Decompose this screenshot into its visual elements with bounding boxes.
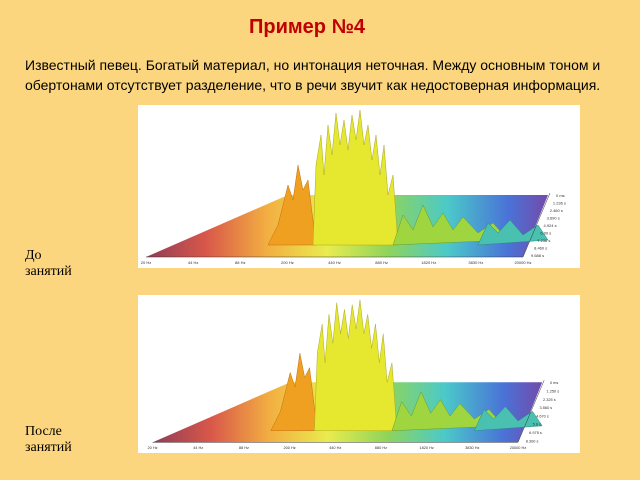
time-label: 1.236 s — [553, 201, 566, 206]
freq-label: 44 Hz — [188, 260, 198, 265]
freq-label: 200 Hz — [281, 260, 294, 265]
freq-label: 20 Hz — [147, 445, 157, 450]
time-label: 6.00 s — [540, 231, 551, 236]
time-label: 9.688 s — [531, 253, 544, 258]
time-label: 7.236 s — [537, 238, 550, 243]
time-label: 0 ms — [550, 380, 558, 385]
freq-label: 20000 Hz — [510, 445, 527, 450]
time-label: 6.975 s — [529, 430, 542, 435]
time-label: 1.250 s — [546, 388, 559, 393]
time-label: 4.924 s — [544, 223, 557, 228]
spectrogram: 20 Hz 44 Hz 88 Hz 200 Hz 440 Hz 880 Hz 1820 Hz… — [138, 295, 580, 453]
freq-label: 20 Hz — [141, 260, 151, 265]
time-label: 5.8 s — [533, 422, 541, 427]
freq-label: 44 Hz — [193, 445, 203, 450]
time-label: 2.460 s — [550, 208, 563, 213]
spectrogram: 20 Hz 44 Hz 88 Hz 200 Hz 440 Hz 880 Hz 1820 Hz… — [138, 105, 580, 268]
freq-label: 20000 Hz — [514, 260, 531, 265]
freq-label: 88 Hz — [239, 445, 249, 450]
panel-label: После занятий — [25, 424, 72, 455]
title: Пример №4 — [249, 16, 365, 38]
freq-label: 3830 Hz — [465, 445, 479, 450]
time-label: 2.325 s — [543, 397, 556, 402]
time-label: 8.460 s — [534, 246, 547, 251]
time-label: 0 ms — [556, 193, 565, 198]
time-label: 3.560 s — [540, 405, 553, 410]
freq-label: 880 Hz — [375, 445, 387, 450]
freq-label: 1820 Hz — [421, 260, 436, 265]
description: Известный певец. Богатый материал, но ин… — [25, 57, 601, 93]
time-label: 3.690 s — [547, 216, 560, 221]
freq-label: 440 Hz — [328, 260, 341, 265]
freq-label: 1820 Hz — [419, 445, 433, 450]
freq-label: 88 Hz — [235, 260, 245, 265]
freq-label: 3830 Hz — [468, 260, 483, 265]
freq-label: 440 Hz — [329, 445, 341, 450]
freq-label: 200 Hz — [283, 445, 295, 450]
freq-label: 880 Hz — [375, 260, 388, 265]
time-label: 4.670 s — [536, 413, 549, 418]
panel-label: До занятий — [25, 248, 72, 279]
time-label: 8.300 s — [526, 438, 539, 443]
